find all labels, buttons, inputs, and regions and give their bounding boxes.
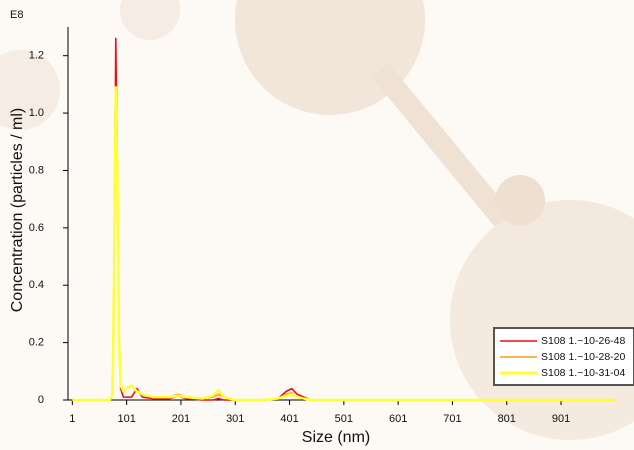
y-tick-label: 0.6: [29, 222, 44, 234]
x-tick-label: 501: [335, 413, 353, 425]
x-tick-label: 601: [389, 413, 407, 425]
y-tick-label: 0.4: [29, 279, 44, 291]
x-tick-label: 101: [117, 413, 135, 425]
legend-label: S108 1.~10-26-48: [541, 335, 626, 347]
y-multiplier: E8: [10, 9, 23, 21]
y-axis-title: Concentration (particles / ml): [9, 108, 26, 313]
legend-label: S108 1.~10-31-04: [541, 367, 626, 379]
x-tick-label: 801: [498, 413, 516, 425]
x-tick-label: 901: [552, 413, 570, 425]
page: E8 Size (nm) Concentration (particles / …: [0, 0, 634, 450]
legend-label: S108 1.~10-28-20: [541, 351, 626, 363]
y-tick-label: 0.8: [29, 164, 44, 176]
x-tick-label: 201: [172, 413, 190, 425]
x-tick-label: 701: [443, 413, 461, 425]
x-axis-title: Size (nm): [302, 429, 370, 446]
x-tick-label: 401: [280, 413, 298, 425]
y-tick-label: 1.0: [29, 107, 44, 119]
x-tick-label: 301: [226, 413, 244, 425]
chart: E8 Size (nm) Concentration (particles / …: [0, 0, 634, 450]
y-tick-label: 0: [38, 394, 44, 406]
y-tick-label: 0.2: [29, 337, 44, 349]
y-tick-label: 1.2: [29, 50, 44, 62]
x-tick-label: 1: [69, 413, 75, 425]
